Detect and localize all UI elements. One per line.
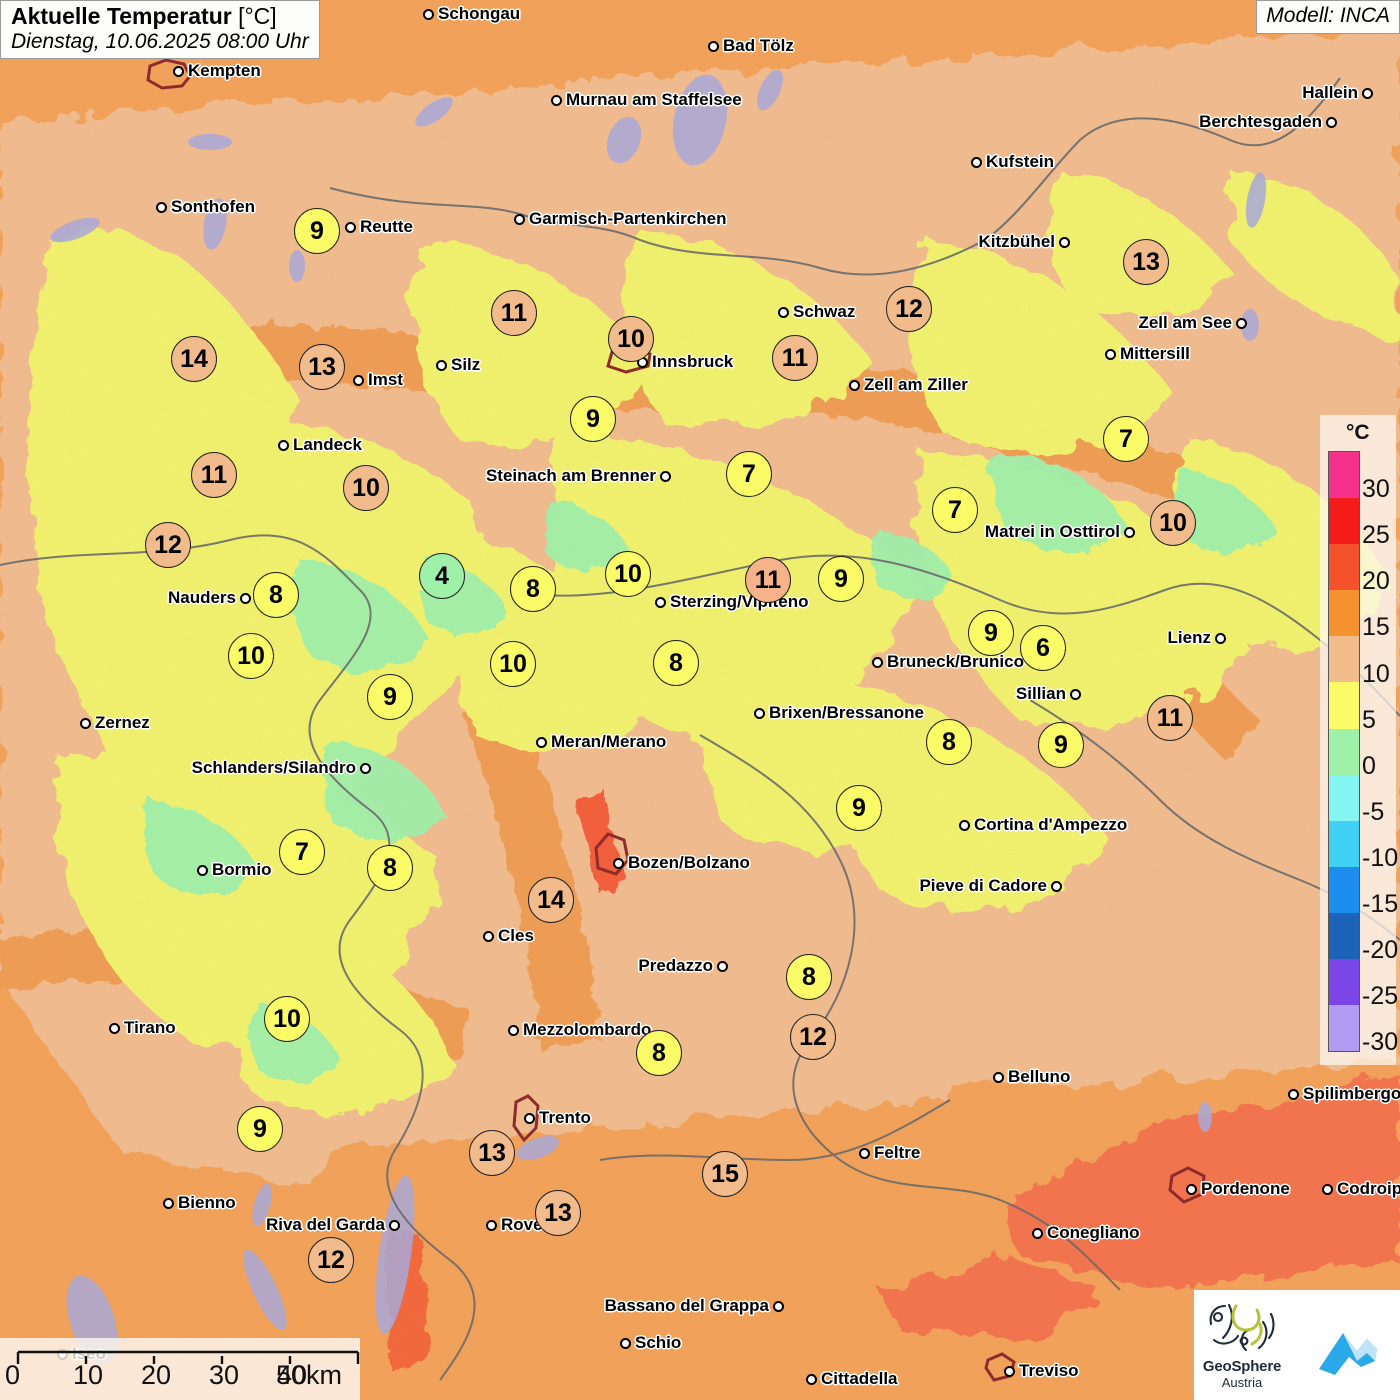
geosphere-name: GeoSphere [1202, 1358, 1282, 1375]
legend-tick-label: -25 [1362, 982, 1399, 1011]
mountain-chevron-icon [1319, 1333, 1377, 1375]
legend-tick-label: 10 [1362, 659, 1390, 688]
legend-tick-label: -5 [1362, 797, 1385, 826]
legend-tick-label: -30 [1362, 1028, 1399, 1057]
station-temperature-marker[interactable]: 8 [510, 566, 556, 612]
legend-band [1328, 682, 1360, 729]
title-unit: [°C] [238, 3, 277, 29]
station-temperature-marker[interactable]: 12 [886, 286, 932, 332]
station-temperature-marker[interactable]: 7 [726, 451, 772, 497]
station-temperature-marker[interactable]: 9 [570, 396, 616, 442]
legend-tick-label: -10 [1362, 843, 1399, 872]
station-temperature-marker[interactable]: 13 [1123, 239, 1169, 285]
legend-colorbar [1328, 451, 1360, 1053]
geosphere-logo: GeoSphere Austria [1194, 1290, 1290, 1400]
station-temperature-marker[interactable]: 8 [786, 954, 832, 1000]
legend-tick-label: -20 [1362, 936, 1399, 965]
station-temperature-marker[interactable]: 14 [171, 336, 217, 382]
model-box: Modell: INCA [1256, 0, 1400, 34]
station-temperature-marker[interactable]: 10 [228, 633, 274, 679]
station-temperature-marker[interactable]: 6 [1020, 625, 1066, 671]
legend-band [1328, 728, 1360, 775]
station-temperature-marker[interactable]: 10 [1150, 500, 1196, 546]
station-temperature-marker[interactable]: 10 [264, 996, 310, 1042]
station-temperature-marker[interactable]: 11 [1147, 695, 1193, 741]
station-temperature-marker[interactable]: 7 [1103, 416, 1149, 462]
partner-logo [1290, 1290, 1400, 1400]
legend-band [1328, 912, 1360, 960]
geosphere-mark-icon [1209, 1303, 1275, 1352]
scalebar-label: 40 [277, 1360, 308, 1390]
station-temperature-marker[interactable]: 9 [818, 556, 864, 602]
legend-band [1328, 544, 1360, 591]
legend-tick-label: 0 [1362, 751, 1376, 780]
station-temperature-marker[interactable]: 10 [490, 641, 536, 687]
scalebar-label: 50km [276, 1360, 343, 1390]
station-temperature-marker[interactable]: 14 [528, 877, 574, 923]
station-temperature-marker[interactable]: 11 [191, 452, 237, 498]
station-temperature-marker[interactable]: 13 [535, 1190, 581, 1236]
legend-band [1328, 590, 1360, 637]
station-temperature-marker[interactable]: 8 [367, 845, 413, 891]
map-title-box: Aktuelle Temperatur [°C] Dienstag, 10.06… [0, 0, 320, 60]
scalebar-label: 30 [209, 1360, 240, 1390]
map-scalebar: 0 10 20 30 40 50km [0, 1338, 360, 1400]
legend-tick-label: 5 [1362, 705, 1376, 734]
legend-tick-label: 15 [1362, 613, 1390, 642]
legend-band [1328, 959, 1360, 1006]
station-temperature-marker[interactable]: 9 [968, 610, 1014, 656]
station-temperature-marker[interactable]: 12 [790, 1014, 836, 1060]
temperature-legend: °C 30 25 20 15 10 5 0 -5 -10 -15 -20 -25 -30 [1320, 415, 1399, 1065]
legend-unit-label: °C [1346, 421, 1370, 444]
station-temperature-marker[interactable]: 4 [419, 553, 465, 599]
legend-band [1328, 636, 1360, 683]
legend-band [1328, 774, 1360, 821]
station-temperature-marker[interactable]: 15 [702, 1151, 748, 1197]
station-temperature-marker[interactable]: 13 [299, 344, 345, 390]
station-temperature-marker[interactable]: 8 [926, 719, 972, 765]
logo-bar: GeoSphere Austria [1194, 1290, 1400, 1400]
legend-tick-label: -15 [1362, 890, 1399, 918]
scalebar-label: 0 [5, 1360, 21, 1390]
legend-band [1328, 498, 1360, 545]
page-title: Aktuelle Temperatur [°C] [11, 3, 309, 30]
legend-band [1328, 1005, 1360, 1053]
station-temperature-marker[interactable]: 9 [237, 1106, 283, 1152]
map-timestamp: Dienstag, 10.06.2025 08:00 Uhr [11, 29, 309, 53]
station-temperature-marker[interactable]: 7 [279, 829, 325, 875]
station-temperature-marker[interactable]: 8 [253, 572, 299, 618]
station-temperature-marker[interactable]: 9 [836, 785, 882, 831]
scalebar-label: 20 [141, 1360, 172, 1390]
legend-tick-label: 25 [1362, 521, 1390, 550]
legend-band [1328, 820, 1360, 867]
station-temperature-marker[interactable]: 9 [294, 208, 340, 254]
scalebar-label: 10 [73, 1360, 104, 1390]
scalebar-graphic [16, 1350, 360, 1364]
station-temperature-marker[interactable]: 11 [772, 335, 818, 381]
legend-tick-label: 20 [1362, 567, 1390, 596]
station-temperature-marker[interactable]: 7 [932, 487, 978, 533]
station-temperature-marker[interactable]: 10 [605, 551, 651, 597]
station-temperature-marker[interactable]: 8 [653, 640, 699, 686]
station-temperature-marker[interactable]: 9 [1038, 722, 1084, 768]
legend-band [1328, 866, 1360, 913]
legend-tick-label: 30 [1362, 475, 1390, 504]
geosphere-country: Austria [1221, 1375, 1263, 1390]
station-temperature-marker[interactable]: 8 [636, 1030, 682, 1076]
station-temperature-marker[interactable]: 11 [745, 557, 791, 603]
model-label: Modell: INCA [1266, 4, 1390, 27]
station-temperature-marker[interactable]: 10 [343, 465, 389, 511]
legend-band [1328, 451, 1360, 499]
station-temperature-marker[interactable]: 12 [308, 1237, 354, 1283]
station-temperature-marker[interactable]: 12 [145, 522, 191, 568]
station-temperature-marker[interactable]: 13 [469, 1130, 515, 1176]
title-text: Aktuelle Temperatur [11, 3, 232, 29]
station-temperature-marker[interactable]: 9 [367, 674, 413, 720]
station-temperature-marker[interactable]: 10 [608, 316, 654, 362]
station-temperature-marker[interactable]: 11 [491, 290, 537, 336]
